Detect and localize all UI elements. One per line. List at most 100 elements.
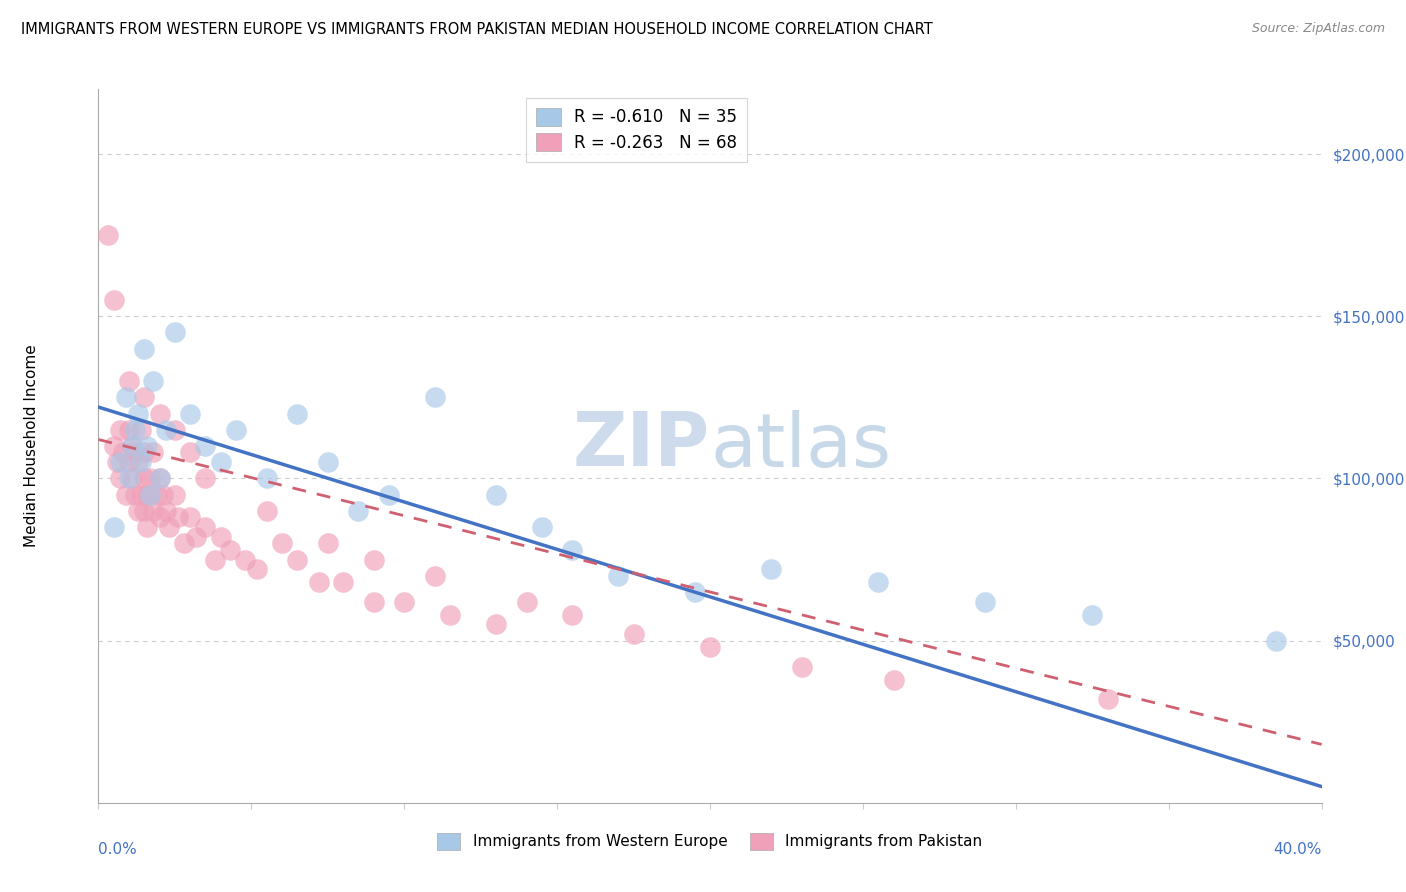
Point [124,488,146,502]
Point [179,510,201,524]
Text: Median Household Income: Median Household Income [24,344,38,548]
Point [316,455,339,469]
Point [209,455,232,469]
Point [134,504,156,518]
Point [127,455,149,469]
Text: ZIP: ZIP [572,409,710,483]
Point [623,627,645,641]
Point [142,445,165,459]
Point [127,407,149,421]
Point [285,407,308,421]
Point [129,423,152,437]
Point [118,455,141,469]
Point [103,293,125,307]
Text: IMMIGRANTS FROM WESTERN EUROPE VS IMMIGRANTS FROM PAKISTAN MEDIAN HOUSEHOLD INCO: IMMIGRANTS FROM WESTERN EUROPE VS IMMIGR… [21,22,932,37]
Point [118,423,141,437]
Point [118,374,141,388]
Point [1264,633,1286,648]
Point [173,536,195,550]
Point [136,439,159,453]
Point [285,552,308,566]
Point [179,445,201,459]
Text: atlas: atlas [710,409,891,483]
Point [699,640,721,654]
Point [423,390,446,404]
Point [108,455,131,469]
Point [103,520,125,534]
Point [115,390,138,404]
Text: Source: ZipAtlas.com: Source: ZipAtlas.com [1251,22,1385,36]
Point [134,342,156,356]
Point [974,595,997,609]
Text: 40.0%: 40.0% [1274,842,1322,857]
Point [607,568,630,582]
Point [1081,607,1104,622]
Point [423,568,446,582]
Point [121,471,143,485]
Point [152,488,174,502]
Point [136,520,159,534]
Point [270,536,292,550]
Point [392,595,416,609]
Point [134,390,156,404]
Point [225,423,247,437]
Point [363,552,385,566]
Point [209,530,232,544]
Point [155,423,177,437]
Point [561,542,583,557]
Point [194,471,217,485]
Point [163,423,186,437]
Point [561,607,583,622]
Point [316,536,339,550]
Point [256,504,278,518]
Point [142,504,165,518]
Point [115,488,138,502]
Point [136,488,159,502]
Point [124,423,146,437]
Point [204,552,226,566]
Point [485,488,508,502]
Point [759,562,782,576]
Point [124,445,146,459]
Point [139,488,162,502]
Point [129,455,152,469]
Point [134,471,156,485]
Point [149,407,172,421]
Point [347,504,370,518]
Point [439,607,461,622]
Point [155,504,177,518]
Point [790,659,813,673]
Point [186,530,208,544]
Point [121,439,143,453]
Legend: Immigrants from Western Europe, Immigrants from Pakistan: Immigrants from Western Europe, Immigran… [432,827,988,855]
Point [149,510,172,524]
Point [530,520,553,534]
Point [134,445,156,459]
Point [485,617,508,632]
Point [142,374,165,388]
Point [516,595,538,609]
Point [194,520,217,534]
Point [883,673,905,687]
Point [163,326,186,340]
Point [121,439,143,453]
Point [157,520,180,534]
Point [163,488,186,502]
Point [179,407,201,421]
Point [149,471,172,485]
Point [167,510,190,524]
Point [332,575,354,590]
Point [145,488,167,502]
Point [233,552,256,566]
Point [118,471,141,485]
Point [246,562,269,576]
Point [129,488,152,502]
Point [868,575,890,590]
Point [103,439,125,453]
Point [1097,692,1119,706]
Point [194,439,217,453]
Point [683,585,706,599]
Point [108,423,131,437]
Point [308,575,330,590]
Point [111,445,134,459]
